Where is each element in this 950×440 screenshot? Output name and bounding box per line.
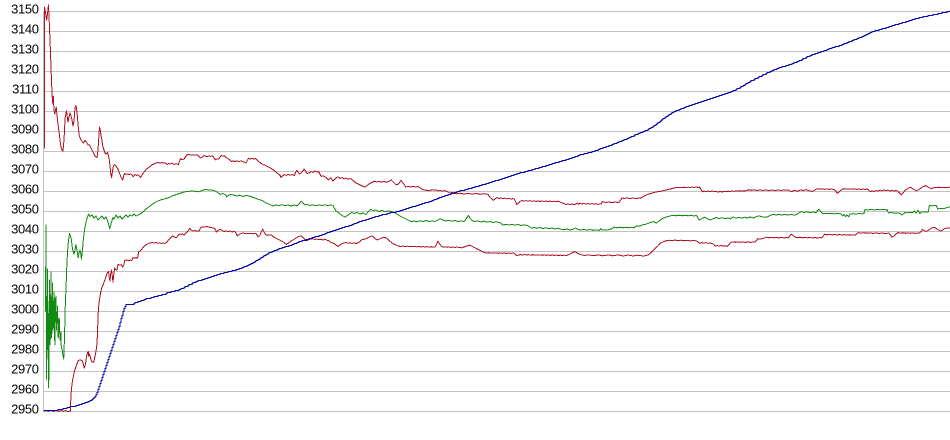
svg-text:3020: 3020 bbox=[11, 262, 39, 277]
svg-text:2980: 2980 bbox=[11, 342, 39, 357]
svg-text:3090: 3090 bbox=[11, 122, 39, 137]
svg-text:2960: 2960 bbox=[11, 382, 39, 397]
svg-text:3030: 3030 bbox=[11, 242, 39, 257]
svg-text:3070: 3070 bbox=[11, 162, 39, 177]
svg-text:3010: 3010 bbox=[11, 282, 39, 297]
svg-text:3120: 3120 bbox=[11, 62, 39, 77]
svg-text:3110: 3110 bbox=[12, 82, 39, 97]
svg-text:3100: 3100 bbox=[11, 102, 39, 117]
svg-text:3130: 3130 bbox=[11, 42, 39, 57]
svg-text:2970: 2970 bbox=[11, 362, 39, 377]
svg-text:3140: 3140 bbox=[11, 22, 39, 37]
svg-text:3050: 3050 bbox=[11, 202, 39, 217]
svg-text:2990: 2990 bbox=[11, 322, 39, 337]
svg-text:3080: 3080 bbox=[11, 142, 39, 157]
svg-text:3040: 3040 bbox=[11, 222, 39, 237]
svg-text:3150: 3150 bbox=[11, 2, 39, 17]
svg-text:3000: 3000 bbox=[11, 302, 39, 317]
svg-text:2950: 2950 bbox=[11, 402, 39, 417]
svg-text:3060: 3060 bbox=[11, 182, 39, 197]
